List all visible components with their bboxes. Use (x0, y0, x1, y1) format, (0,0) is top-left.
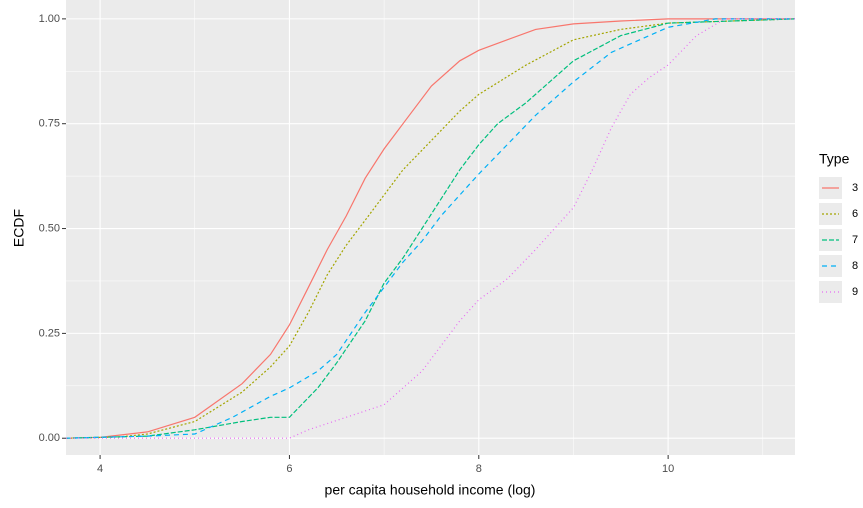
x-tick-label: 6 (286, 463, 292, 475)
y-tick-label: 0.25 (39, 327, 60, 339)
series-line (65, 18, 795, 439)
x-axis-title: per capita household income (log) (325, 482, 536, 498)
legend-key (819, 255, 842, 277)
legend-label: 8 (852, 260, 858, 272)
legend-label: 9 (852, 286, 858, 298)
x-tick-label: 4 (97, 463, 103, 475)
legend-label: 3 (852, 182, 858, 194)
y-tick-label: 0.50 (39, 222, 60, 234)
y-tick-label: 0.00 (39, 432, 60, 444)
legend-label: 7 (852, 234, 858, 246)
y-tick-label: 0.75 (39, 118, 60, 130)
legend-label: 6 (852, 208, 858, 220)
x-tick-label: 8 (476, 463, 482, 475)
panel-background (66, 0, 795, 455)
series-line (65, 18, 796, 439)
series-line (65, 18, 795, 439)
y-tick-label: 1.00 (39, 13, 60, 25)
y-axis-title: ECDF (11, 209, 27, 247)
legend-title: Type (819, 151, 850, 167)
series-line (65, 18, 796, 439)
x-tick-label: 10 (662, 463, 674, 475)
